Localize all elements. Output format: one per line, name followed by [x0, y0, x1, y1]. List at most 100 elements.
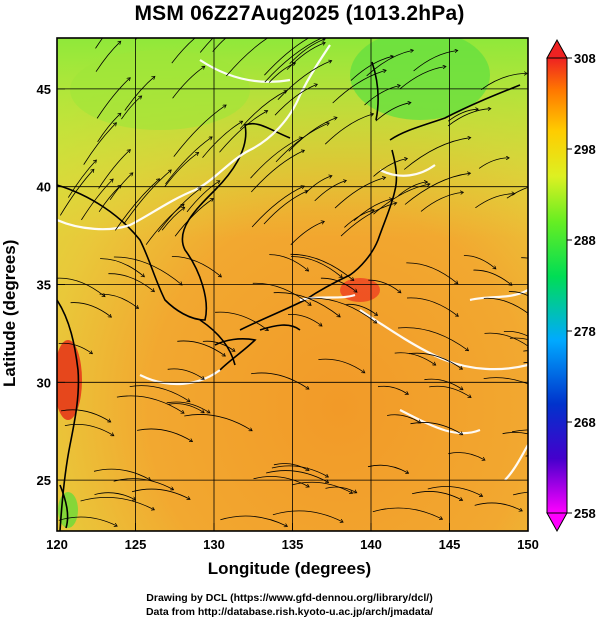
streamline: [406, 262, 457, 283]
streamline: [387, 414, 420, 423]
streamline: [350, 56, 393, 81]
streamline: [215, 311, 268, 330]
colorbar-label: 298: [574, 142, 596, 157]
lon-tick-label: 125: [125, 537, 147, 552]
streamline: [346, 303, 377, 315]
streamline: [109, 173, 132, 201]
wind-streamlines: [57, 38, 528, 526]
streamline: [274, 85, 317, 116]
streamline: [474, 502, 522, 511]
x-axis-label: Longitude (degrees): [0, 559, 599, 579]
streamline: [253, 476, 309, 487]
streamline: [314, 181, 346, 202]
streamline: [114, 179, 159, 231]
streamline: [171, 256, 221, 276]
y-axis-label: Latitude (degrees): [0, 239, 19, 387]
colorbar-label: 308: [574, 51, 596, 66]
streamline: [177, 340, 224, 356]
streamline: [64, 423, 113, 435]
lon-tick-label: 145: [439, 537, 461, 552]
credit-drawing: Drawing by DCL (https://www.gfd-dennou.o…: [146, 592, 433, 604]
streamline: [320, 277, 357, 292]
streamline: [173, 105, 226, 157]
colorbar-label: 258: [574, 506, 596, 521]
streamline: [220, 515, 286, 526]
streamline: [404, 173, 470, 205]
streamline: [424, 378, 462, 389]
lat-tick-label: 35: [37, 278, 51, 293]
streamline: [264, 38, 324, 83]
streamline: [199, 38, 214, 53]
streamline: [447, 109, 477, 122]
lat-tick-label: 45: [37, 82, 51, 97]
lat-tick-label: 40: [37, 180, 51, 195]
streamline: [480, 73, 526, 91]
streamline: [318, 358, 364, 372]
streamline: [307, 297, 376, 322]
streamline: [291, 256, 342, 277]
streamline: [60, 409, 110, 422]
streamline: [168, 403, 204, 413]
streamline: [59, 170, 93, 216]
streamline: [373, 159, 407, 177]
streamline: [403, 138, 470, 170]
streamline: [202, 122, 243, 158]
streamline: [483, 297, 528, 314]
lon-tick-label: 140: [360, 537, 382, 552]
graticule: [56, 38, 529, 531]
streamline: [473, 269, 511, 285]
streamline: [95, 42, 120, 72]
streamline: [420, 192, 463, 212]
coastline: [57, 61, 521, 531]
lon-tick-label: 135: [282, 537, 304, 552]
streamline: [100, 258, 144, 277]
streamline: [413, 51, 457, 72]
streamline: [340, 203, 396, 237]
streamline: [377, 385, 408, 394]
streamline: [171, 38, 196, 64]
streamline: [447, 109, 490, 127]
streamline: [478, 158, 508, 169]
lon-tick-label: 150: [517, 537, 539, 552]
streamline: [332, 71, 386, 104]
streamline: [399, 67, 445, 90]
streamline: [58, 516, 117, 526]
colorbar-label: 268: [574, 415, 596, 430]
lat-tick-label: 30: [37, 375, 51, 390]
streamline: [287, 313, 321, 325]
streamline: [225, 38, 269, 77]
streamline: [372, 507, 442, 519]
streamline: [80, 496, 154, 509]
streamline: [272, 510, 343, 522]
streamline: [145, 205, 183, 245]
streamline: [475, 194, 514, 209]
streamline: [512, 491, 528, 496]
streamline: [123, 170, 171, 225]
streamline: [83, 123, 116, 165]
colorbar-label: 278: [574, 324, 596, 339]
streamline: [273, 463, 308, 471]
streamline: [502, 431, 528, 435]
streamline: [57, 277, 104, 296]
streamline: [99, 293, 138, 308]
streamline: [305, 176, 332, 194]
streamline: [58, 342, 92, 353]
streamline: [364, 86, 400, 106]
streamline: [290, 222, 324, 246]
streamline: [94, 492, 135, 500]
streamline: [353, 199, 392, 221]
streamline: [286, 43, 325, 70]
temperature-field: [57, 38, 528, 531]
streamline: [406, 297, 458, 316]
streamline: [202, 340, 234, 351]
streamline: [135, 38, 138, 40]
streamline: [408, 352, 462, 369]
streamline: [81, 180, 112, 221]
streamline: [131, 488, 189, 499]
streamline: [97, 114, 121, 143]
lon-tick-label: 120: [46, 537, 68, 552]
streamline: [484, 332, 528, 347]
streamline: [263, 191, 307, 225]
streamline: [463, 255, 495, 268]
streamline: [124, 77, 155, 111]
